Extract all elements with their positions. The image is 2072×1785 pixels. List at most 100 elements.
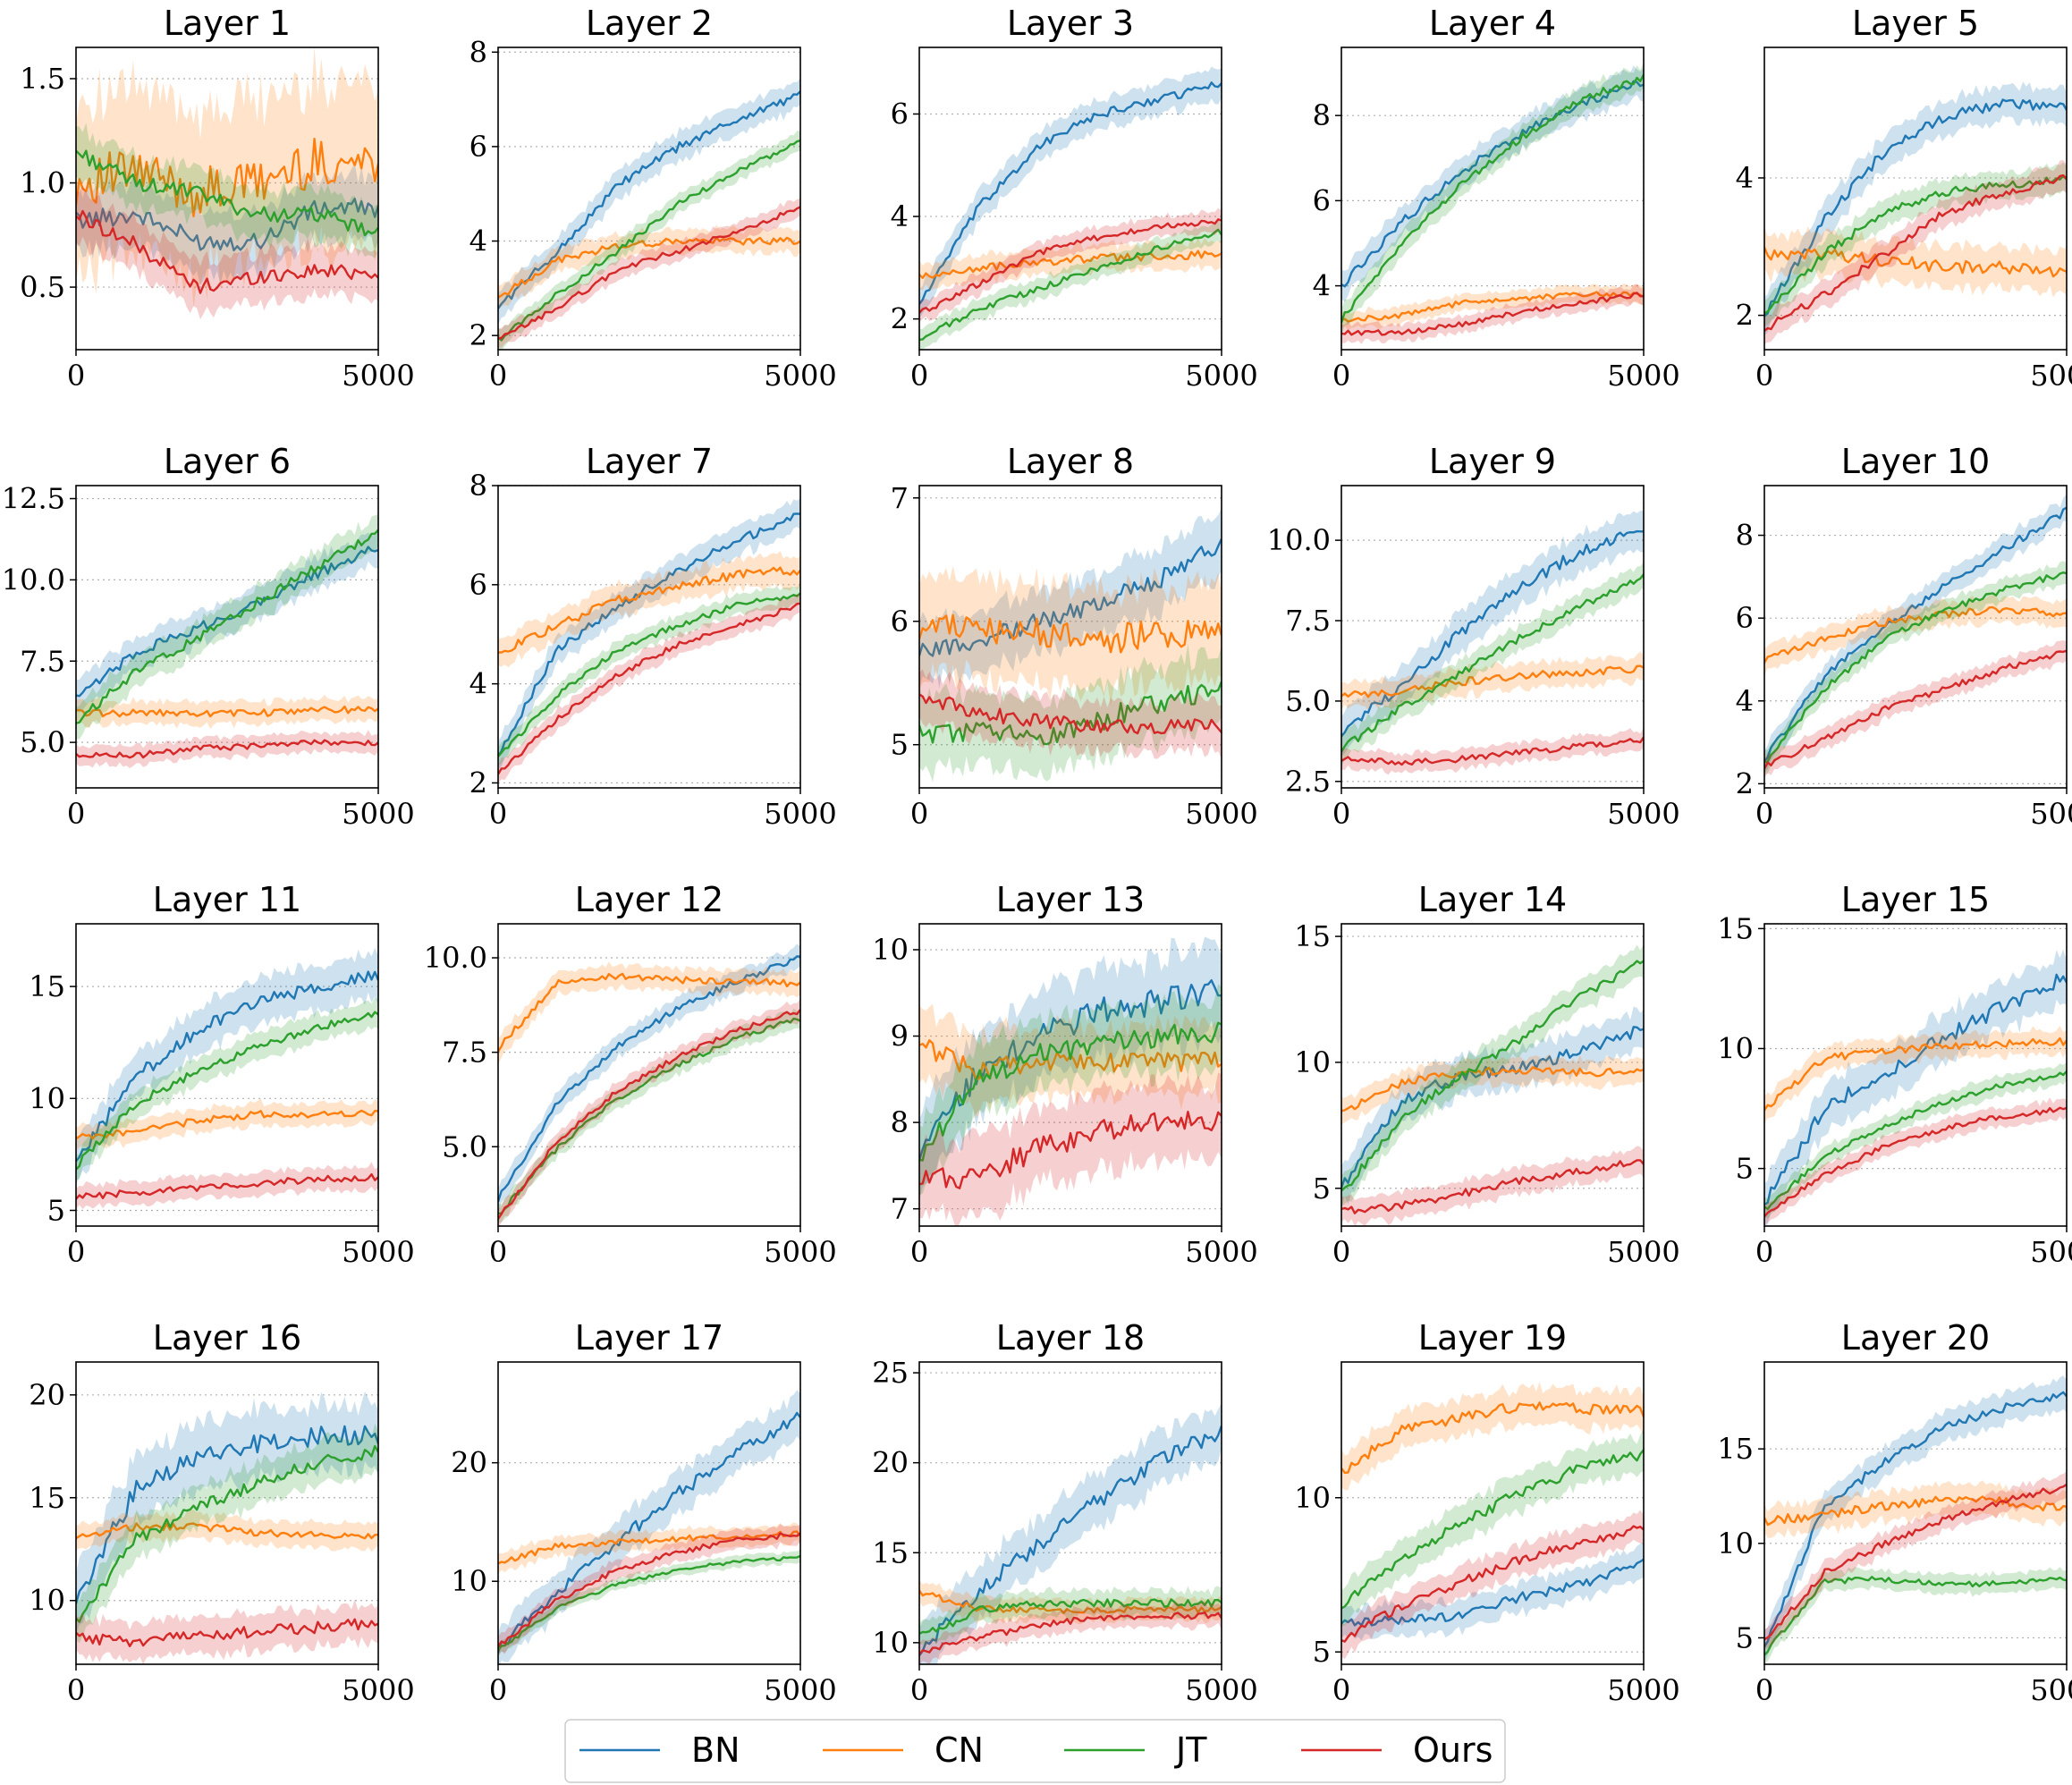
series-line-jt <box>919 1021 1222 1162</box>
subplot-title: Layer 4 <box>1429 4 1556 43</box>
y-tick-label: 4 <box>469 224 487 258</box>
series-line-jt <box>1341 74 1644 324</box>
subplot-title: Layer 3 <box>1007 4 1134 43</box>
series-line-bn <box>498 90 800 309</box>
x-tick-label: 5000 <box>1607 797 1679 831</box>
x-tick-label: 5000 <box>2030 797 2072 831</box>
series-line-jt <box>76 149 378 237</box>
series-line-ours <box>919 1111 1222 1189</box>
y-tick-label: 2 <box>891 302 909 336</box>
series-line-jt <box>1764 1070 2067 1211</box>
series-band-bn <box>76 163 378 285</box>
series-line-ours <box>76 1172 378 1200</box>
y-tick-label: 6 <box>891 605 909 639</box>
y-tick-label: 5.0 <box>442 1129 487 1163</box>
plot-frame <box>1340 485 1645 789</box>
series-line-ours <box>1764 1106 2067 1218</box>
series-line-bn <box>1341 1558 1644 1627</box>
y-tick-label: 4 <box>469 667 487 701</box>
series-line-jt <box>1341 1449 1644 1610</box>
subplot-title: Layer 1 <box>164 4 291 43</box>
series-line-jt <box>1764 571 2067 764</box>
series-band-jt <box>919 984 1222 1196</box>
series-line-bn <box>498 512 800 757</box>
subplot-layer-14: Layer 14 5 10 15 0 5000 <box>1294 880 1679 1269</box>
series-line-bn <box>76 970 378 1163</box>
y-tick-label: 10 <box>872 1626 909 1660</box>
y-tick-label: 15 <box>1294 919 1331 953</box>
plot-frame <box>1340 1361 1645 1665</box>
y-tick-label: 10 <box>872 933 909 967</box>
x-tick-label: 0 <box>910 1673 928 1707</box>
subplot-layer-5: Layer 5 2 4 0 5000 <box>1736 4 2072 393</box>
series-line-jt <box>919 1598 1222 1635</box>
series-line-jt <box>1764 174 2067 315</box>
y-tick-label: 6 <box>1313 183 1331 217</box>
legend-label-jt: JT <box>1174 1730 1207 1770</box>
subplot-layer-15: Layer 15 5 10 15 0 5000 <box>1717 880 2072 1269</box>
series-band-bn <box>919 66 1222 319</box>
series-band-bn <box>1764 81 2067 335</box>
series-line-cn <box>1764 1495 2067 1527</box>
x-tick-label: 5000 <box>764 1235 836 1269</box>
y-tick-label: 10 <box>29 1584 65 1618</box>
x-tick-label: 0 <box>1332 1235 1350 1269</box>
series-line-bn <box>1764 506 2067 763</box>
y-tick-label: 4 <box>1736 684 1754 718</box>
series-band-bn <box>919 507 1222 689</box>
series-line-cn <box>1341 1401 1644 1475</box>
series-band-jt <box>1764 1062 2067 1219</box>
y-tick-label: 20 <box>451 1446 487 1480</box>
series-line-ours <box>1341 1525 1644 1643</box>
y-tick-label: 10 <box>451 1564 487 1598</box>
series-band-bn <box>1764 949 2067 1226</box>
subplot-layer-6: Layer 6 5.0 7.5 10.0 12.5 0 5000 <box>2 442 415 831</box>
x-tick-label: 5000 <box>2030 1235 2072 1269</box>
x-tick-label: 0 <box>67 359 85 393</box>
series-band-ours <box>76 185 378 320</box>
plot-frame <box>1763 47 2068 351</box>
series-line-cn <box>498 566 800 654</box>
subplot-layer-16: Layer 16 10 15 20 0 5000 <box>29 1318 414 1707</box>
y-tick-label: 5 <box>891 728 909 762</box>
series-line-bn <box>498 955 800 1203</box>
series-band-jt <box>1764 561 2067 774</box>
series-line-jt <box>1341 573 1644 753</box>
series-line-bn <box>1764 1391 2067 1647</box>
subplot-layer-13: Layer 13 7 8 9 10 0 5000 <box>872 880 1257 1269</box>
plot-frame <box>497 485 801 789</box>
plot-frame <box>497 47 801 351</box>
y-tick-label: 9 <box>891 1019 909 1053</box>
subplot-title: Layer 8 <box>1007 442 1134 481</box>
subplot-layer-20: Layer 20 5 10 15 0 5000 <box>1717 1318 2072 1707</box>
y-tick-label: 1.0 <box>20 166 65 200</box>
subplot-layer-1: Layer 1 0.5 1.0 1.5 0 5000 <box>20 4 415 393</box>
plot-frame <box>1340 47 1645 351</box>
series-line-cn <box>1341 664 1644 698</box>
series-line-cn <box>498 236 800 299</box>
y-tick-label: 15 <box>1717 911 1754 945</box>
series-band-bn <box>76 531 378 713</box>
x-tick-label: 0 <box>489 1235 507 1269</box>
subplot-layer-10: Layer 10 2 4 6 8 0 5000 <box>1736 442 2072 831</box>
x-tick-label: 5000 <box>1185 1673 1257 1707</box>
series-band-bn <box>1341 1006 1644 1211</box>
legend-label-bn: BN <box>691 1730 740 1770</box>
series-band-jt <box>1341 1428 1644 1627</box>
series-band-ours <box>1764 159 2067 344</box>
legend-label-ours: Ours <box>1413 1730 1493 1770</box>
subplot-layer-12: Layer 12 5.0 7.5 10.0 0 5000 <box>424 880 837 1269</box>
y-tick-label: 5 <box>1313 1172 1331 1206</box>
series-band-cn <box>498 961 800 1065</box>
series-line-bn <box>1341 1026 1644 1189</box>
series-band-cn <box>919 565 1222 706</box>
series-line-bn <box>1764 973 2067 1206</box>
series-band-cn <box>919 1003 1222 1119</box>
plot-frame <box>497 1361 801 1665</box>
x-tick-label: 5000 <box>2030 359 2072 393</box>
x-tick-label: 0 <box>1755 1673 1773 1707</box>
y-tick-label: 20 <box>29 1378 65 1412</box>
series-line-cn <box>919 250 1222 279</box>
subplot-title: Layer 10 <box>1841 442 1990 481</box>
y-tick-label: 2 <box>1736 299 1754 333</box>
